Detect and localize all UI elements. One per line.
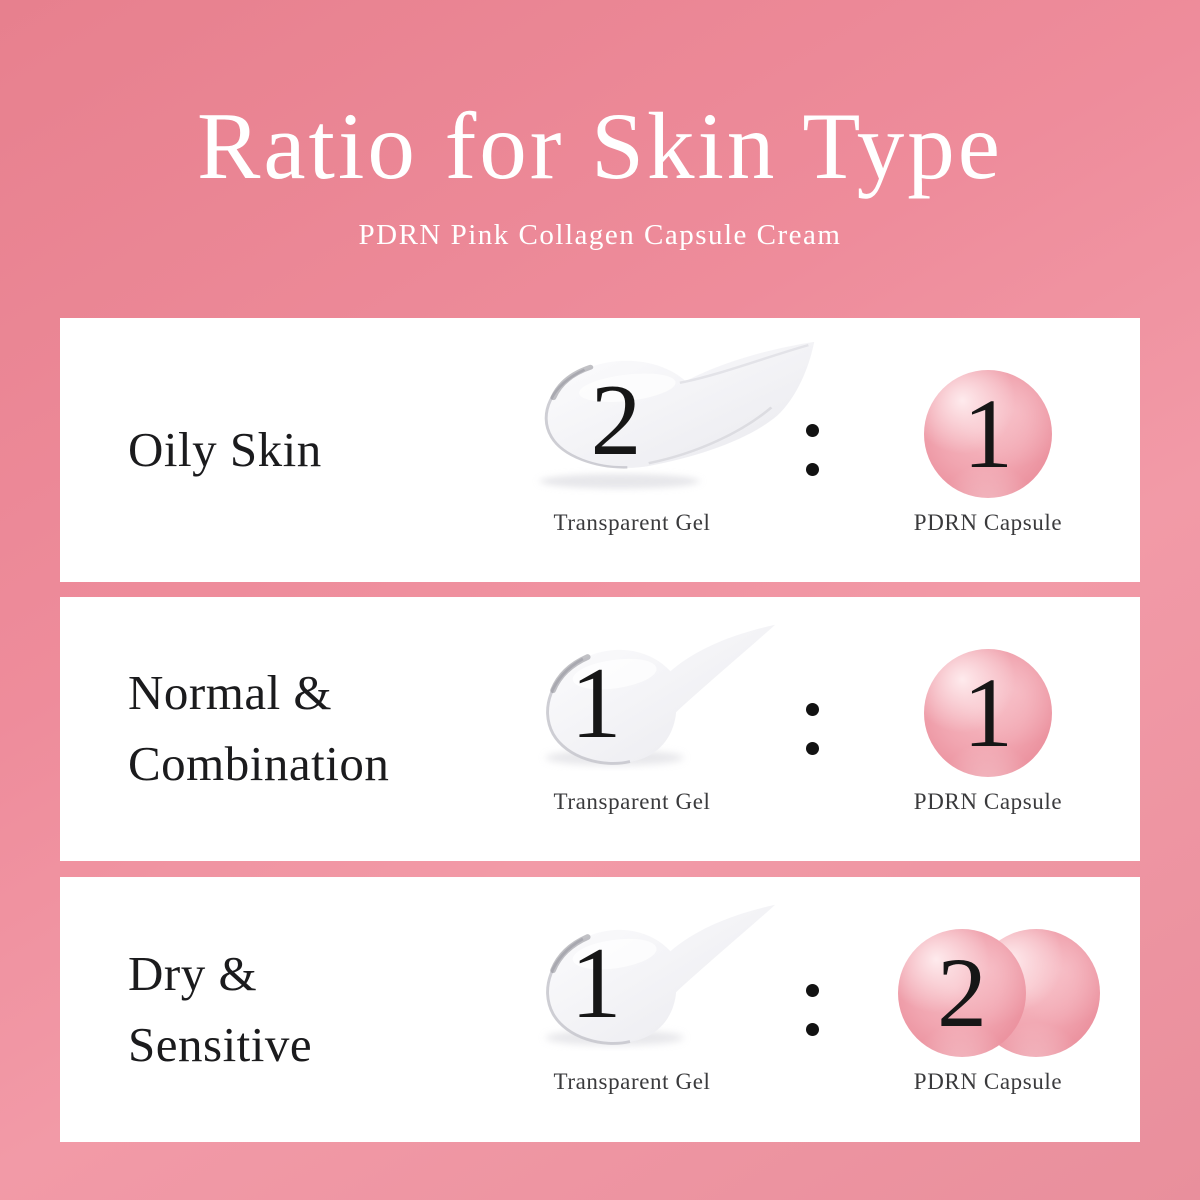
- skin-type-label: Oily Skin: [128, 318, 322, 582]
- page-title: Ratio for Skin Type: [197, 93, 1003, 199]
- pdrn-capsule-label: PDRN Capsule: [913, 510, 1063, 535]
- ratio-colon-icon: [805, 877, 819, 1142]
- capsule-sphere: 2: [898, 929, 1026, 1057]
- skin-type-row-oily: Oily Skin 2 Transparent Ge: [60, 318, 1140, 582]
- pdrn-capsule-image: 1: [924, 370, 1052, 498]
- pdrn-capsule-label: PDRN Capsule: [913, 1069, 1063, 1094]
- ratio-colon-icon: [805, 318, 819, 582]
- gel-smear-icon: [545, 904, 776, 1046]
- transparent-gel-image: 2: [530, 332, 822, 496]
- skin-type-line: Normal &: [128, 665, 333, 721]
- skin-type-line: Dry &: [128, 945, 258, 1001]
- colon-dot: [805, 703, 819, 716]
- capsule-sphere: 1: [924, 370, 1052, 498]
- skin-type-line: Combination: [128, 736, 390, 791]
- gel-amount: 1: [570, 647, 622, 761]
- transparent-gel-image: 1: [530, 619, 780, 771]
- skin-type-row-dry-sensitive: Dry & Sensitive 1 Transparent Gel: [60, 877, 1140, 1142]
- pdrn-capsule-label: PDRN Capsule: [913, 789, 1063, 814]
- capsule-amount: 2: [937, 937, 987, 1048]
- transparent-gel-label: Transparent Gel: [553, 510, 711, 535]
- capsule-amount: 1: [963, 657, 1013, 768]
- pdrn-capsule-image: 2: [898, 929, 1100, 1057]
- colon-dot: [805, 742, 819, 755]
- skin-type-label: Dry & Sensitive: [128, 877, 312, 1142]
- gel-amount: 2: [590, 363, 642, 477]
- colon-dot: [805, 983, 819, 997]
- transparent-gel-image: 1: [530, 899, 780, 1051]
- capsule-amount: 1: [963, 378, 1013, 489]
- pdrn-capsule-image: 1: [924, 649, 1052, 777]
- colon-dot: [805, 424, 819, 437]
- transparent-gel-label: Transparent Gel: [553, 1069, 711, 1094]
- gel-smear-icon: [545, 624, 776, 766]
- header: Ratio for Skin Type PDRN Pink Collagen C…: [0, 96, 1200, 252]
- skin-type-line: Sensitive: [128, 1016, 313, 1072]
- skin-type-line: Oily Skin: [128, 421, 322, 477]
- colon-dot: [805, 1022, 819, 1036]
- gel-smear-icon: [539, 341, 815, 489]
- colon-dot: [805, 463, 819, 476]
- page-subtitle: PDRN Pink Collagen Capsule Cream: [358, 218, 842, 251]
- transparent-gel-label: Transparent Gel: [553, 789, 711, 814]
- skin-type-label: Normal & Combination: [128, 597, 389, 861]
- capsule-sphere: 1: [924, 649, 1052, 777]
- gel-amount: 1: [570, 927, 622, 1041]
- skin-type-row-normal-combination: Normal & Combination 1 Transparent Gel: [60, 597, 1140, 861]
- ratio-colon-icon: [805, 597, 819, 861]
